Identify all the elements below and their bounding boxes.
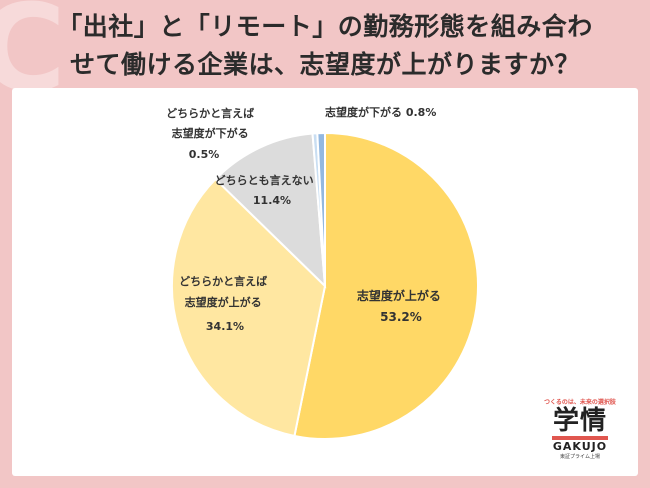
logo-bar: [552, 436, 608, 440]
logo-kanji: 学情: [552, 406, 607, 436]
label-slice-neutral: どちらとも言えない 11.4%: [215, 173, 318, 207]
pie-chart: 志望度が上がる 53.2% どちらかと言えば 志望度が上がる 34.1% どちら…: [166, 105, 479, 440]
chart-card: 志望度が上がる 53.2% どちらかと言えば 志望度が上がる 34.1% どちら…: [12, 88, 638, 476]
logo-tagline: つくるのは、未来の選択肢: [544, 399, 616, 406]
pie-slice-somewhat-up: [171, 177, 327, 438]
label-slice-somewhat-up: どちらかと言えば 志望度が上がる 34.1%: [179, 274, 271, 333]
label-slice-up: 志望度が上がる 53.2%: [357, 288, 445, 324]
label-slice-somewhat-down: どちらかと言えば 志望度が下がる 0.5%: [166, 106, 258, 161]
gakujo-logo: つくるのは、未来の選択肢 学情 GAKUJO 東証プライム上場: [544, 397, 616, 460]
label-slice-down: 志望度が下がる 0.8%: [325, 105, 436, 119]
title-line-2: せて働ける企業は、志望度が上がりますか？: [69, 50, 580, 79]
logo-sub: 東証プライム上場: [560, 454, 600, 460]
pie-slice-up: [293, 131, 479, 440]
pie-slice-down: [316, 131, 326, 287]
title-line-1: 「出社」と「リモート」の勤務形態を組み合わ: [57, 12, 593, 41]
page-title: 「出社」と「リモート」の勤務形態を組み合わ せて働ける企業は、志望度が上がります…: [0, 8, 650, 84]
pie-slice-neutral: [214, 132, 327, 289]
logo-latin: GAKUJO: [552, 440, 608, 453]
